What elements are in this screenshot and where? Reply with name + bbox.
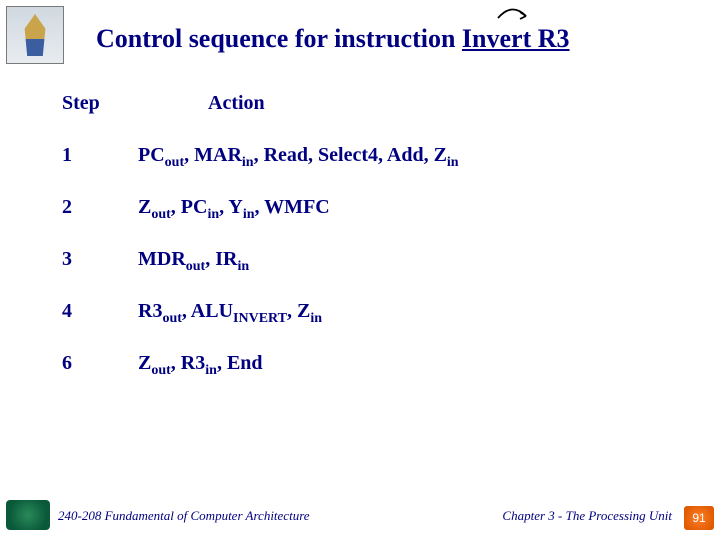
footer-chapter: Chapter 3 - The Processing Unit [502,508,672,524]
step-number: 1 [62,144,72,167]
action-cell: Zout, R3in, End [138,352,263,379]
action-cell: Zout, PCin, Yin, WMFC [138,196,330,223]
step-number: 3 [62,248,72,271]
step-number: 6 [62,352,72,375]
slide-title: Control sequence for instruction Invert … [96,24,570,54]
slide-number-badge: 91 [684,506,714,530]
title-prefix: Control sequence for instruction [96,24,462,53]
action-cell: R3out, ALUINVERT, Zin [138,300,322,327]
invert-arrow-icon [490,4,536,24]
step-number: 2 [62,196,72,219]
title-underlined: Invert R3 [462,24,570,53]
department-logo [6,500,50,530]
header-step: Step [62,92,100,115]
footer-course: 240-208 Fundamental of Computer Architec… [58,508,310,524]
slide-number: 91 [692,511,705,525]
logo-emblem [22,14,48,56]
university-logo [6,6,64,64]
action-cell: MDRout, IRin [138,248,249,275]
action-cell: PCout, MARin, Read, Select4, Add, Zin [138,144,459,171]
header-action: Action [208,92,265,115]
step-number: 4 [62,300,72,323]
